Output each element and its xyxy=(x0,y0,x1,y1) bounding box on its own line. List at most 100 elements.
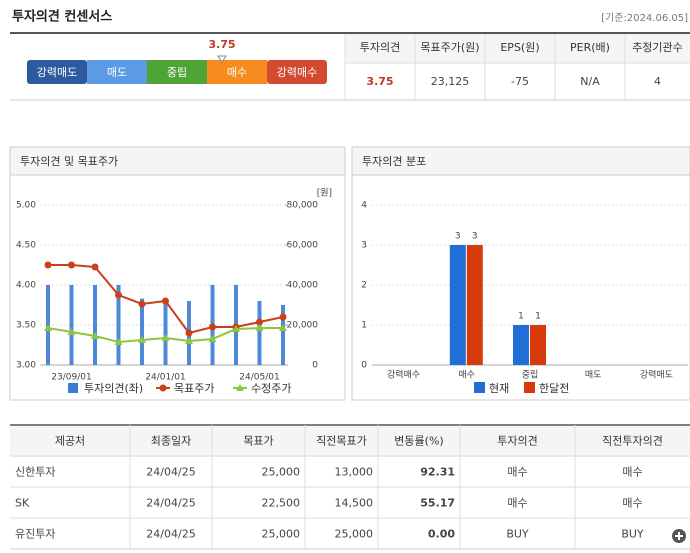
table-header: 투자의견 xyxy=(497,435,537,448)
left-panel-header xyxy=(9,146,346,176)
scale-segment xyxy=(147,60,207,84)
table-cell: 25,000 xyxy=(262,466,301,479)
y2-tick-label: 20,000 xyxy=(287,321,319,331)
scale-segment xyxy=(207,60,267,84)
opinion-bar xyxy=(281,305,285,365)
table-header-bg xyxy=(10,426,690,457)
line-marker xyxy=(209,323,216,331)
y2-axis-label: [원] xyxy=(317,188,332,199)
line-marker xyxy=(256,318,263,326)
line-marker xyxy=(279,324,287,331)
table-header: 목표가 xyxy=(243,435,273,448)
legend-swatch xyxy=(474,382,485,393)
table-cell: 24/04/25 xyxy=(146,528,195,541)
line-marker xyxy=(185,337,193,344)
value-label: 1 xyxy=(535,312,541,322)
table-cell: 신한투자 xyxy=(15,466,55,479)
x-tick-label: 매도 xyxy=(585,370,602,381)
summary-header: EPS(원) xyxy=(500,41,539,54)
table-cell: BUY xyxy=(621,528,644,541)
line-marker xyxy=(138,336,146,343)
table-header: 직전투자의견 xyxy=(602,435,663,448)
scale-label: 매수 xyxy=(227,66,247,79)
table-cell: 55.17 xyxy=(420,497,455,510)
scale-label: 강력매도 xyxy=(37,66,77,79)
bar xyxy=(449,245,466,365)
summary-header: 투자의견 xyxy=(360,41,400,54)
summary-header: 추정기관수 xyxy=(632,41,683,54)
line-marker xyxy=(114,338,123,345)
chart-title: 투자의견 및 목표주가 xyxy=(20,155,118,168)
opinion-bar xyxy=(69,285,74,365)
summary-value: 4 xyxy=(654,75,661,88)
line-marker xyxy=(44,261,52,269)
opinion-bar xyxy=(93,285,97,365)
legend-label: 현재 xyxy=(489,382,509,395)
table-cell: 14,500 xyxy=(335,497,374,510)
line-marker xyxy=(91,332,99,339)
left-panel xyxy=(9,146,346,401)
table-cell: 25,000 xyxy=(335,528,374,541)
table-header: 제공처 xyxy=(55,435,85,448)
line-marker xyxy=(208,335,217,342)
value-label: 1 xyxy=(518,312,524,322)
y-tick-label: 4.50 xyxy=(16,241,36,251)
scale-label: 강력매수 xyxy=(277,66,317,79)
y-tick-label: 3.00 xyxy=(16,361,36,371)
table-cell: SK xyxy=(15,497,30,510)
table-cell: 0.00 xyxy=(428,528,455,541)
table-header: 변동률(%) xyxy=(394,435,443,448)
base-date: [기준:2024.06.05] xyxy=(601,12,688,24)
value-label: 3 xyxy=(455,232,461,242)
scale-label: 매도 xyxy=(107,66,127,79)
right-panel-header xyxy=(351,146,690,176)
table-cell: 25,000 xyxy=(262,528,301,541)
line-marker xyxy=(68,261,75,269)
x-tick-label: 24/05/01 xyxy=(239,373,279,383)
x-tick-label: 매수 xyxy=(459,370,476,381)
y-tick-label: 1 xyxy=(361,321,367,331)
bar xyxy=(466,245,483,365)
summary-value: N/A xyxy=(580,75,600,88)
line-marker xyxy=(255,324,264,331)
table-cell: BUY xyxy=(506,528,529,541)
section-title: 투자의견 컨센서스 xyxy=(12,9,112,25)
legend-label: 수정주가 xyxy=(251,382,291,395)
summary-value: -75 xyxy=(511,75,529,88)
table-cell: 유진투자 xyxy=(15,528,55,541)
table-cell: 92.31 xyxy=(420,466,455,479)
consensus-score: 3.75 xyxy=(208,38,235,51)
line-marker xyxy=(44,324,52,331)
line-marker xyxy=(232,325,240,332)
table-cell: 24/04/25 xyxy=(146,466,195,479)
legend-label: 투자의견(좌) xyxy=(84,382,143,395)
table-cell: 매수 xyxy=(507,466,527,479)
legend-marker xyxy=(159,384,167,392)
expand-button[interactable] xyxy=(672,529,686,543)
table-cell: 매수 xyxy=(622,466,642,479)
opinion-bar xyxy=(163,298,168,365)
legend-swatch xyxy=(68,383,78,393)
line-marker xyxy=(115,291,122,299)
table-cell: 24/04/25 xyxy=(146,497,195,510)
x-tick-label: 중립 xyxy=(522,370,539,381)
legend-label: 한달전 xyxy=(539,382,569,395)
line-marker xyxy=(67,328,76,335)
scale-label: 중립 xyxy=(167,66,187,79)
bar xyxy=(530,325,546,365)
summary-header: PER(배) xyxy=(570,41,610,54)
table-header: 직전목표가 xyxy=(316,435,367,448)
line-marker xyxy=(138,300,146,308)
table-cell: 22,500 xyxy=(262,497,301,510)
scale-segment xyxy=(267,60,327,84)
summary-header: 목표주가(원) xyxy=(420,41,479,54)
bar xyxy=(513,325,529,365)
summary-header-bg xyxy=(345,34,690,63)
opinion-bar xyxy=(257,301,262,365)
line-marker xyxy=(185,329,193,337)
line-marker xyxy=(162,297,169,305)
x-tick-label: 24/01/01 xyxy=(145,373,185,383)
score-pointer xyxy=(217,55,227,63)
table-cell: 13,000 xyxy=(335,466,374,479)
